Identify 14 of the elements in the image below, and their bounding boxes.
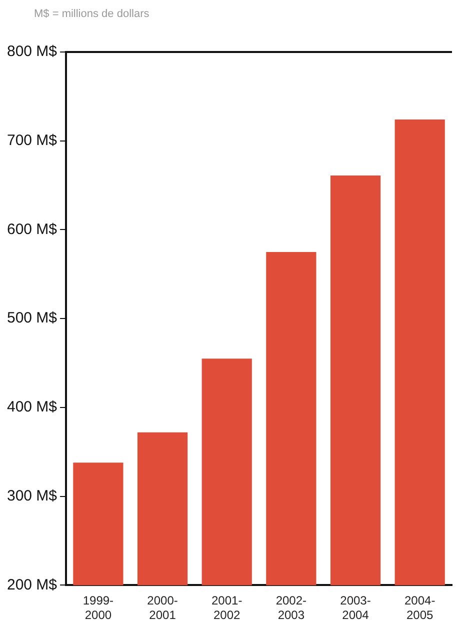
y-tick-label: 200 M$ — [6, 576, 58, 594]
y-tick-label: 800 M$ — [6, 43, 58, 60]
x-tick-label: 2004-2005 — [404, 594, 436, 622]
y-tick-label: 700 M$ — [6, 132, 58, 150]
x-tick-label: 2003-2004 — [340, 594, 371, 622]
y-tick-label: 400 M$ — [6, 398, 58, 416]
x-tick-label: 1999-2000 — [82, 594, 114, 622]
y-tick-label: 600 M$ — [6, 220, 58, 238]
x-tick-label: 2001-2002 — [212, 594, 242, 622]
x-tick-label: 2002-2003 — [276, 594, 307, 622]
x-tick-label: 2000-2001 — [147, 594, 178, 622]
chart-title: M$ = millions de dollars — [34, 8, 150, 20]
y-tick-label: 300 M$ — [6, 487, 58, 504]
y-tick-label: 500 M$ — [6, 310, 58, 327]
